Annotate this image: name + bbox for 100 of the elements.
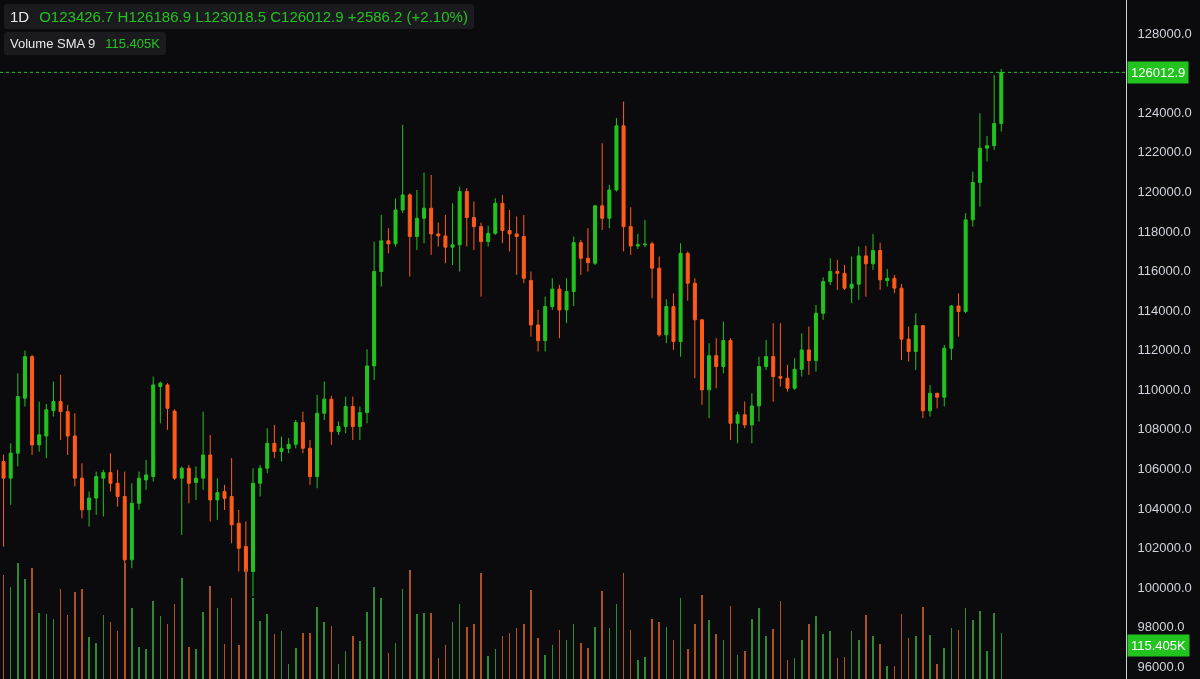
candlestick (707, 342, 712, 419)
candlestick (528, 271, 533, 338)
candlestick (735, 411, 740, 444)
candlestick (94, 471, 99, 516)
candlestick (814, 304, 818, 373)
y-tick-label: 114000.0 (1137, 302, 1191, 318)
candlestick (614, 117, 619, 193)
candlestick (785, 364, 790, 393)
candlestick (764, 339, 769, 371)
candlestick (8, 442, 13, 506)
candlestick (635, 233, 640, 250)
candlestick (172, 408, 177, 481)
candlestick (15, 372, 20, 467)
y-tick-label: 106000.0 (1137, 460, 1192, 476)
candlestick (65, 404, 70, 456)
candlestick (650, 241, 655, 299)
candlestick (87, 491, 92, 528)
candlestick (671, 292, 676, 351)
candlestick (714, 337, 719, 389)
candlestick (30, 354, 35, 456)
candlestick (849, 255, 854, 304)
candlestick (913, 312, 918, 371)
candlestick (949, 304, 954, 361)
candlestick (977, 112, 982, 208)
candlestick (756, 356, 761, 423)
candlestick (550, 277, 555, 311)
candlestick (600, 142, 605, 231)
candlestick (500, 194, 505, 244)
candlestick (350, 396, 355, 441)
candlestick (878, 242, 883, 291)
candlestick (585, 227, 590, 273)
candlestick (799, 332, 804, 378)
candlestick (507, 209, 512, 253)
candlestick (792, 357, 797, 391)
candlestick (329, 395, 334, 446)
y-tick-label: 110000.0 (1137, 381, 1191, 397)
candlestick (129, 482, 134, 569)
candlestick (920, 324, 925, 419)
candlestick (186, 464, 191, 504)
candlestick (493, 197, 498, 236)
candlestick (251, 467, 255, 597)
candlestick (222, 484, 227, 511)
candlestick (871, 233, 875, 271)
candlestick (165, 382, 170, 431)
candlestick (863, 245, 868, 298)
candlestick (514, 216, 519, 276)
candlestick (372, 241, 377, 381)
candlestick (571, 235, 576, 307)
candlestick (856, 246, 861, 301)
y-tick-label: 96000.0 (1137, 658, 1185, 674)
candlestick (828, 257, 833, 286)
candlestick (229, 457, 234, 544)
candlestick (58, 374, 63, 441)
candlestick (899, 283, 904, 361)
candlestick (678, 242, 683, 358)
candlestick (44, 403, 49, 459)
candlestick (486, 225, 491, 248)
candlestick (657, 255, 662, 338)
y-tick-label: 98000.0 (1137, 619, 1185, 635)
candlestick (464, 187, 469, 248)
candlestick (628, 206, 633, 256)
candlestick (685, 251, 690, 302)
candlestick (457, 186, 462, 273)
candlestick (429, 174, 434, 256)
candlestick (578, 239, 583, 276)
candlestick (749, 392, 754, 444)
candlestick (379, 214, 384, 288)
candlestick (742, 401, 747, 429)
y-tick-label: 124000.0 (1137, 104, 1192, 120)
candlestick (101, 469, 106, 518)
candlestick (37, 401, 42, 453)
candlestick (963, 212, 968, 314)
candlestick (136, 471, 141, 511)
candlestick (970, 171, 975, 228)
candlestick (521, 214, 526, 284)
candlestick (365, 348, 370, 424)
candlestick (985, 135, 990, 162)
candlestick (400, 124, 405, 214)
candlestick (293, 419, 298, 449)
text: 115.405K (1131, 638, 1187, 653)
text: O123426.7 H126186.9 L123018.5 C126012.9 +2586.2 (+2.10%) (39, 8, 468, 25)
annotation: 115.405K (105, 36, 160, 51)
candlestick (778, 322, 783, 387)
candlestick (771, 322, 776, 403)
candlestick (992, 74, 997, 151)
candlestick (108, 452, 113, 493)
ref-line-label: 126012.9 (1131, 65, 1186, 80)
candlestick (607, 184, 612, 229)
candlestick (22, 349, 27, 407)
candlestick (536, 309, 541, 352)
y-tick-label: 128000.0 (1137, 25, 1192, 41)
candlestick (928, 384, 933, 418)
candlestick (72, 412, 77, 487)
candlestick (699, 318, 704, 406)
candlestick (386, 227, 391, 254)
candlestick (664, 298, 669, 344)
candlestick (300, 411, 305, 454)
candlestick (935, 392, 940, 409)
y-tick-label: 112000.0 (1137, 342, 1191, 358)
candlestick (286, 437, 291, 454)
